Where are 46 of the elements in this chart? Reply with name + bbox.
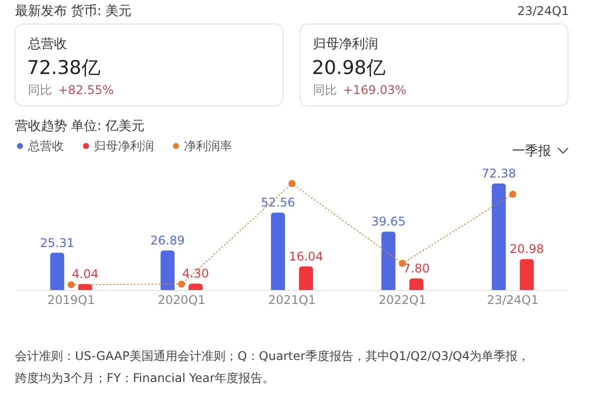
text: 会计准则：US-GAAP美国通用会计准则；Q：Quarter季度报告，其中Q1/Q2/Q3/Q4为单季报，跨度均为3个月；FY：Financial Year年度报告。 [15, 349, 530, 385]
data-label: 4.04 [72, 267, 99, 282]
chart-title: 营收趋势 单位: 亿美元 [15, 118, 145, 134]
bar [160, 250, 175, 290]
text: 总营收 [27, 37, 67, 52]
point [509, 190, 516, 198]
data-label: 20.98 [510, 242, 544, 256]
x-tick-label: 2020Q1 [158, 293, 206, 307]
data-label: 72.38 [482, 166, 516, 181]
text: +82.55% [58, 83, 114, 97]
data-label: 39.65 [371, 214, 406, 229]
bar [299, 266, 313, 290]
text: 72.38亿 [27, 57, 100, 79]
x-tick-label: 23/24Q1 [486, 293, 539, 307]
data-label: 26.89 [150, 233, 185, 248]
bar [78, 284, 92, 290]
data-label: 16.04 [288, 249, 324, 264]
legend-label: 净利润率 [184, 139, 232, 153]
bar [492, 184, 506, 290]
x-tick-label: 2019Q1 [47, 293, 96, 307]
x-tick-label: 2022Q1 [378, 293, 426, 307]
text: 一季报 [512, 144, 551, 159]
text: 最新发布 货币: 美元 [15, 3, 132, 19]
point [178, 280, 186, 288]
data-label: 4.30 [182, 266, 209, 281]
text: +169.03% [343, 83, 406, 97]
legend-label: 归母净利润 [94, 139, 154, 153]
point [68, 281, 75, 288]
bar [50, 252, 64, 290]
text: 同比 [28, 83, 52, 97]
text: 23/24Q1 [517, 4, 569, 18]
text: 归母净利润 [313, 37, 378, 52]
data-label: 25.31 [40, 236, 74, 250]
x-tick-label: 2021Q1 [268, 293, 316, 307]
point [398, 260, 406, 267]
text: 同比 [313, 83, 337, 97]
bar [188, 284, 203, 290]
legend-label: 总营收 [27, 139, 64, 153]
bar [409, 278, 424, 290]
bar [520, 259, 534, 290]
data-label: 7.80 [403, 262, 430, 276]
bar [271, 212, 285, 290]
text: 20.98亿 [312, 57, 386, 79]
data-label: 52.56 [260, 196, 296, 210]
point [288, 180, 296, 187]
bar [381, 232, 396, 290]
